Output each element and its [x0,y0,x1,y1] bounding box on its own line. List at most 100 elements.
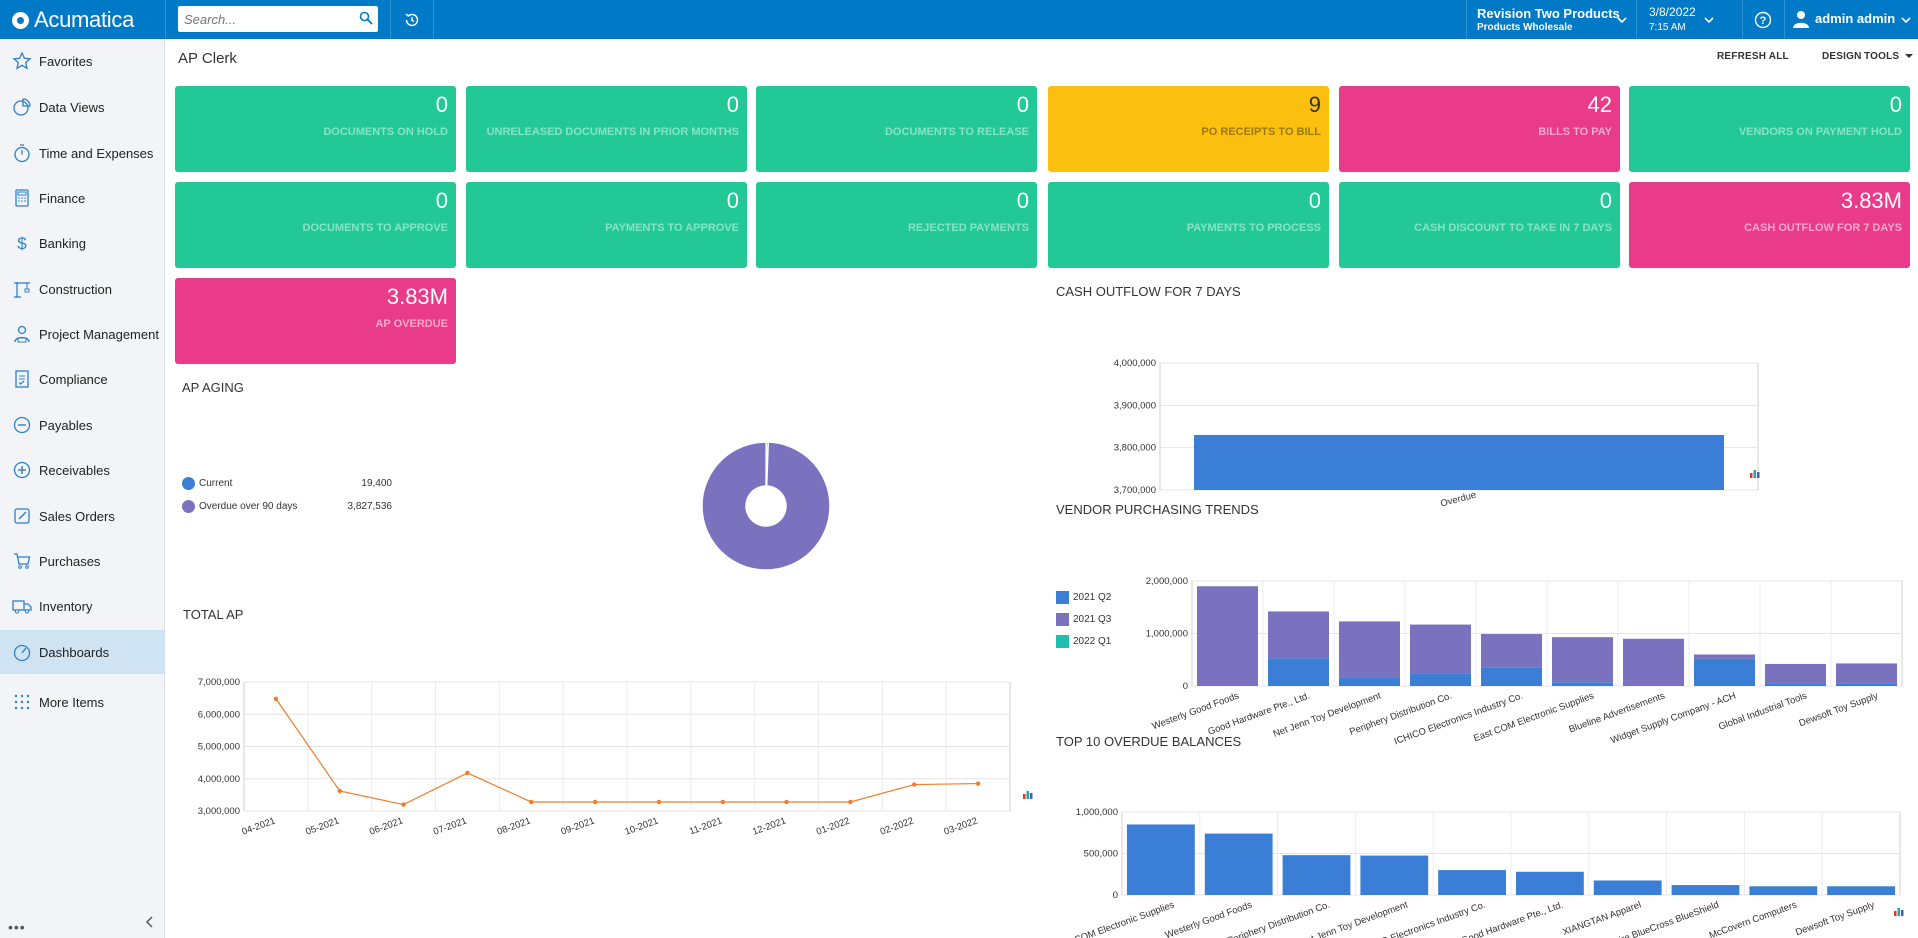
tenant-selector[interactable]: Revision Two Products Products Wholesale [1467,4,1635,36]
sidebar-item-compliance[interactable]: Compliance [0,357,165,401]
sidebar-item-payables[interactable]: Payables [0,403,165,447]
x-tick-label: Dewsoft Toy Supply [1798,690,1880,729]
kpi-label: REJECTED PAYMENTS [907,222,1029,234]
search-box[interactable] [178,6,378,32]
kpi-tile[interactable]: 0 DOCUMENTS TO APPROVE [175,182,456,268]
kpi-tile[interactable]: 0 REJECTED PAYMENTS [756,182,1037,268]
collapse-sidebar-icon[interactable] [143,915,157,929]
refresh-all-button[interactable]: REFRESH ALL [1717,51,1789,62]
bar-segment [1552,637,1613,683]
chart-export-icon[interactable] [1749,467,1761,479]
search-input[interactable] [178,6,348,32]
kpi-tile[interactable]: 42 BILLS TO PAY [1339,86,1620,172]
data-point [273,696,279,701]
kpi-tile[interactable]: 0 VENDORS ON PAYMENT HOLD [1629,86,1910,172]
kpi-label: CASH DISCOUNT TO TAKE IN 7 DAYS [1414,222,1612,234]
kpi-tile[interactable]: 0 UNRELEASED DOCUMENTS IN PRIOR MONTHS [466,86,747,172]
bar-segment [1197,586,1258,686]
kpi-tile[interactable]: 3.83M AP OVERDUE [175,278,456,364]
legend-swatch [1056,591,1069,604]
y-tick-label: 3,700,000 [1114,485,1156,496]
kpi-tile[interactable]: 0 PAYMENTS TO APPROVE [466,182,747,268]
help-button[interactable]: ? [1743,0,1783,39]
sidebar-item-construction[interactable]: Construction [0,267,165,311]
x-tick-label: 06-2021 [368,815,405,837]
kpi-tile[interactable]: 9 PO RECEIPTS TO BILL [1048,86,1329,172]
sidebar-options-button[interactable]: ••• [8,919,26,935]
crane-icon [14,282,30,298]
x-tick-label: t COM Electronic Supplies [1068,899,1176,938]
sidebar-item-finance[interactable]: Finance [0,176,165,220]
kpi-value: 0 [1308,188,1321,213]
bar [1127,824,1195,895]
y-tick-label: 3,800,000 [1114,443,1156,454]
sidebar-item-project-management[interactable]: Project Management [0,312,165,356]
kpi-label: PAYMENTS TO PROCESS [1186,222,1321,234]
user-menu[interactable]: admin admin [1785,0,1918,39]
sidebar-item-dashboards[interactable]: Dashboards [0,630,165,674]
business-date-selector[interactable]: 3/8/2022 7:15 AM [1637,4,1741,36]
bar [1516,871,1584,895]
kpi-tile[interactable]: 3.83M CASH OUTFLOW FOR 7 DAYS [1629,182,1910,268]
cash-outflow-bar-chart[interactable]: 4,000,000 3,900,000 3,800,000 3,700,000 Over… [1046,307,1918,527]
bar [1360,855,1429,895]
sidebar-item-label: Compliance [39,371,108,387]
legend-value: 19,400 [361,478,392,489]
kpi-tile[interactable]: 0 CASH DISCOUNT TO TAKE IN 7 DAYS [1339,182,1620,268]
sidebar-item-receivables[interactable]: Receivables [0,448,165,492]
top-overdue-balances-chart[interactable]: 1,000,000 500,000 0t COM Electronic Suppli… [1046,759,1918,938]
kpi-tile[interactable]: 0 DOCUMENTS TO RELEASE [756,86,1037,172]
kpi-label: CASH OUTFLOW FOR 7 DAYS [1744,222,1902,234]
legend-item: Overdue over 90 days 3,827,536 [182,500,392,513]
chevron-down-icon [1704,17,1714,24]
design-button[interactable]: DESIGN [1822,51,1862,62]
legend-item: 2021 Q2 [1056,591,1111,604]
kpi-tile[interactable]: 0 PAYMENTS TO PROCESS [1048,182,1329,268]
sidebar-item-label: Construction [39,281,112,297]
x-tick-label: 05-2021 [304,815,341,837]
chart-export-icon[interactable] [1022,788,1034,800]
legend-item: 2022 Q1 [1056,635,1111,648]
data-point [720,799,725,805]
project-manager-icon [14,325,30,343]
edit-icon [14,508,30,524]
cart-icon [14,553,31,569]
search-icon[interactable] [359,11,373,25]
bar-segment [1765,683,1826,686]
ap-aging-title: AP AGING [182,380,244,395]
sidebar-item-favorites[interactable]: Favorites [0,39,165,83]
bar-segment [1410,624,1471,674]
chart-export-icon[interactable] [1893,905,1905,917]
sidebar-item-sales-orders[interactable]: Sales Orders [0,494,165,538]
tenant-branch: Products Wholesale [1477,22,1573,33]
acumatica-logo[interactable]: Acumatica [12,7,134,32]
sidebar-item-time-and-expenses[interactable]: Time and Expenses [0,131,165,175]
sidebar-item-label: Project Management [39,326,159,342]
y-tick-label: 1,000,000 [1076,807,1118,818]
legend-swatch [182,477,195,490]
kpi-label: PAYMENTS TO APPROVE [605,222,739,234]
legend-item: Current 19,400 [182,477,392,490]
total-ap-line-chart[interactable]: 7,000,000 6,000,000 5,000,000 4,000,000 3,00… [166,629,1046,839]
sidebar-item-inventory[interactable]: Inventory [0,584,165,628]
history-button[interactable] [391,0,433,39]
sidebar-item-label: Sales Orders [39,508,115,524]
tenant-name: Revision Two Products [1477,6,1620,21]
kpi-label: DOCUMENTS TO RELEASE [884,126,1029,138]
bar [1593,880,1662,895]
tools-menu-button[interactable]: TOOLS [1864,51,1914,62]
sidebar-item-data-views[interactable]: Data Views [0,85,165,129]
kpi-tile[interactable]: 0 DOCUMENTS ON HOLD [175,86,456,172]
sidebar-item-banking[interactable]: $ Banking [0,221,165,265]
ap-aging-donut-chart[interactable] [636,411,896,611]
bar-segment [1836,663,1897,684]
tools-label: TOOLS [1864,51,1900,62]
x-tick-label: 01-2022 [815,815,852,837]
divider [1466,0,1467,39]
sidebar-item-more-items[interactable]: More Items [0,680,165,724]
bar-segment [1339,621,1400,678]
kpi-label: BILLS TO PAY [1538,126,1612,138]
sidebar-item-purchases[interactable]: Purchases [0,539,165,583]
data-point [465,770,470,776]
